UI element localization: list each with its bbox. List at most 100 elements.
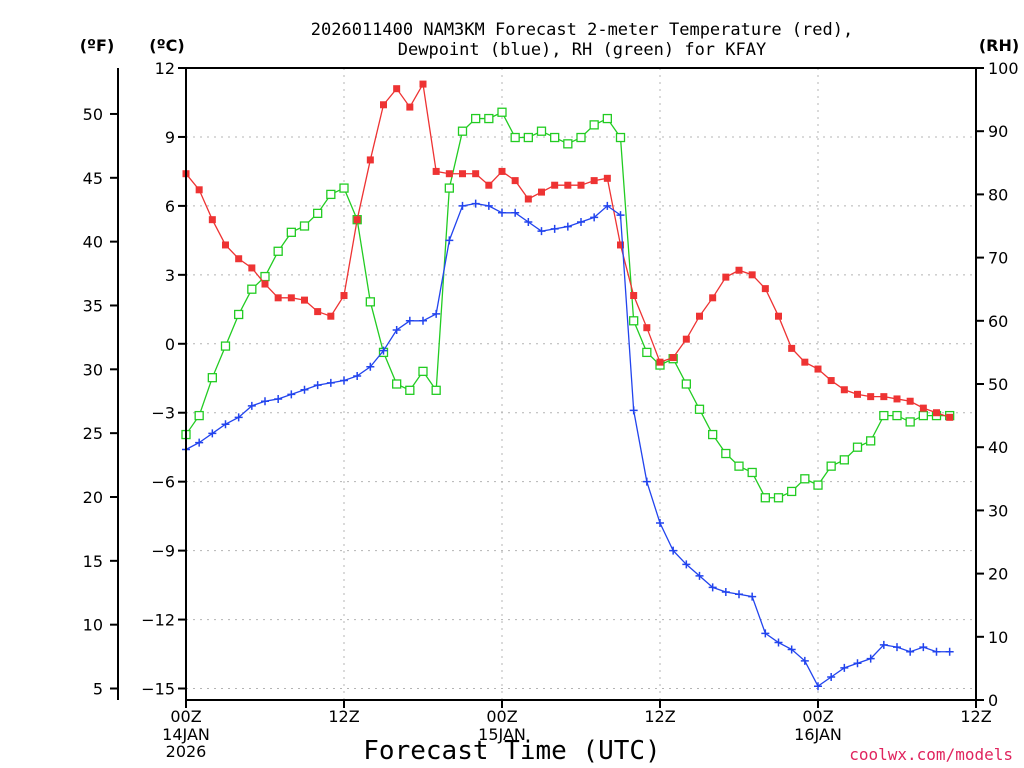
temperature-point [432,167,440,175]
fahrenheit-tick-label: 45 [83,169,103,188]
temperature-point [919,404,927,412]
rh-tick-label: 10 [988,628,1008,647]
rh-point [918,410,928,421]
dewpoint-point [840,663,849,672]
celsius-tick-label: 9 [165,128,175,147]
dewpoint-series [182,199,954,691]
credit-link[interactable]: coolwx.com/models [849,745,1013,764]
dewpoint-point [906,647,915,656]
rh-point [642,347,652,358]
dewpoint-point [366,362,375,371]
temperature-series [182,80,954,421]
temperature-point [696,312,703,320]
temperature-point [735,266,743,274]
dewpoint-point [274,394,283,403]
dewpoint-point [669,546,678,555]
fahrenheit-tick-label: 25 [83,424,103,443]
rh-tick-label: 60 [988,312,1008,331]
dewpoint-point [537,227,546,236]
x-axis-title: Forecast Time (UTC) [363,736,660,766]
temperature-point [590,177,598,185]
rh-tick-label: 30 [988,501,1008,520]
temperature-point [564,181,572,189]
dewpoint-point [208,429,217,438]
time-tick-date: 14JAN [162,725,210,744]
dewpoint-point [313,381,322,390]
dewpoint-point [419,316,427,325]
temperature-point [722,273,730,281]
temperature-point [854,390,861,398]
rh-point [826,461,836,471]
temperature-point [301,296,308,304]
dewpoint-point [919,643,928,652]
rh-point [615,132,626,143]
dewpoint-point [695,571,704,580]
celsius-tick-label: −9 [151,542,175,561]
dewpoint-point [761,629,770,638]
dewpoint-point [471,199,480,208]
rh-point [734,461,744,471]
temperature-point [880,393,888,401]
dewpoint-point [827,673,836,682]
temperature-point [222,241,229,249]
rh-point [773,493,784,503]
rh-tick-label: 50 [988,375,1008,394]
rh-point [220,341,231,351]
celsius-axis-label: (ºC) [149,36,184,55]
rh-point [550,132,560,143]
rh-point [392,379,402,389]
dewpoint-point [405,316,414,325]
temperature-point [933,409,940,417]
series-layer [181,80,955,691]
rh-point [760,493,770,503]
rh-point [747,467,757,478]
temperature-point [748,271,756,279]
rh-point [431,385,441,395]
celsius-tick-label: 3 [165,266,175,285]
temperature-point [946,413,954,421]
dewpoint-point [432,309,441,318]
rh-point [787,486,797,497]
rh-tick-label: 80 [988,185,1008,204]
dewpoint-point [603,201,612,210]
dewpoint-point [326,378,335,387]
dewpoint-point [524,217,533,226]
rh-point [365,297,375,307]
temperature-point [643,324,651,332]
temperature-point [867,393,875,401]
rh-point [694,404,705,414]
rh-point [536,126,547,136]
rh-point [497,107,507,117]
dewpoint-point [577,217,585,226]
temperature-line [185,82,950,418]
rh-point [866,436,876,446]
rh-tick-label: 40 [988,438,1008,457]
dewpoint-point [721,587,730,596]
temperature-point [788,344,796,352]
temperature-point [538,188,545,196]
fahrenheit-tick-label: 10 [83,616,103,635]
temperature-point [709,294,717,302]
temperature-point [551,181,559,189]
temperature-point [472,170,480,178]
dewpoint-point [708,583,717,592]
fahrenheit-tick-label: 35 [83,296,103,315]
dewpoint-point [814,682,822,691]
dewpoint-point [484,201,493,210]
rh-point [299,221,310,231]
dewpoint-point [656,519,664,528]
rh-tick-label: 100 [988,59,1019,78]
dewpoint-point [340,376,348,385]
temperature-point [195,186,203,194]
celsius-tick-label: −3 [151,404,175,423]
dewpoint-point [853,659,862,668]
rh-point [839,455,849,465]
temperature-point [459,170,466,178]
temperature-point [353,216,361,224]
rh-point [589,120,599,130]
dewpoint-point [195,438,204,447]
dewpoint-point [261,397,269,406]
dewpoint-point [392,325,401,334]
rh-point [286,227,296,237]
